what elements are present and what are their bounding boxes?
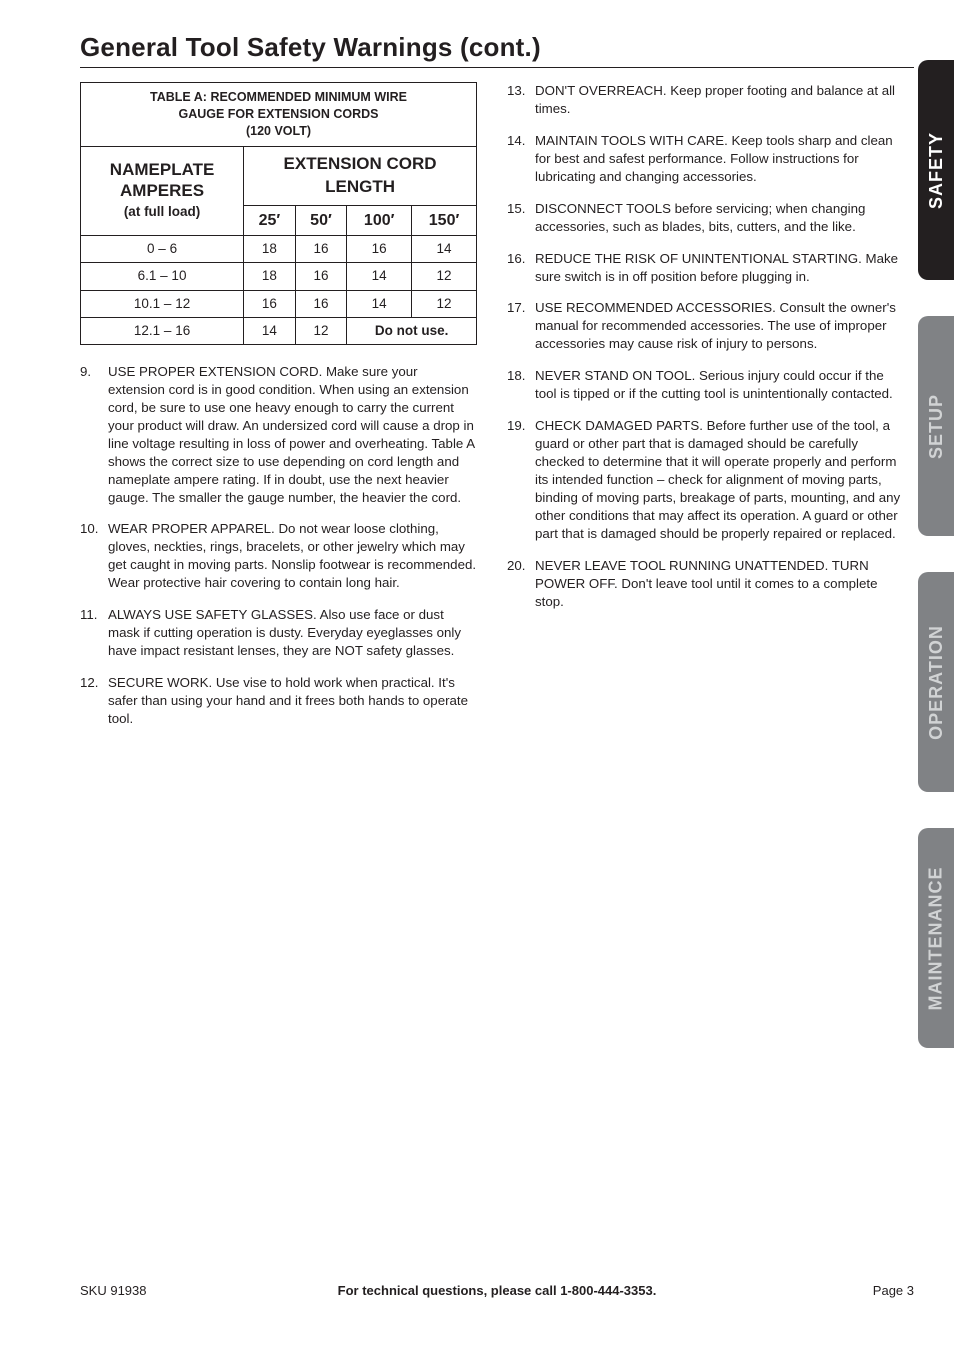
gauge-cell: 16 <box>295 263 347 290</box>
list-item: 13. DON'T OVERREACH. Keep proper footing… <box>507 82 904 118</box>
tab-maintenance[interactable]: MAINTENANCE <box>918 828 954 1048</box>
list-item: 14. MAINTAIN TOOLS WITH CARE. Keep tools… <box>507 132 904 186</box>
header-line: EXTENSION CORD <box>284 154 437 173</box>
gauge-cell: 18 <box>244 236 296 263</box>
tab-label: MAINTENANCE <box>926 866 947 1010</box>
table-row: 6.1 – 10 18 16 14 12 <box>81 263 477 290</box>
caption-line: GAUGE FOR EXTENSION CORDS <box>178 107 378 121</box>
item-text: CHECK DAMAGED PARTS. Before further use … <box>535 418 900 541</box>
tab-setup[interactable]: SETUP <box>918 316 954 536</box>
amp-range: 6.1 – 10 <box>81 263 244 290</box>
item-number: 9. <box>80 363 91 381</box>
do-not-use-cell: Do not use. <box>347 317 477 344</box>
item-text: USE RECOMMENDED ACCESSORIES. Consult the… <box>535 300 896 351</box>
header-line: LENGTH <box>325 177 395 196</box>
tab-label: OPERATION <box>926 625 947 740</box>
list-item: 20. NEVER LEAVE TOOL RUNNING UNATTENDED.… <box>507 557 904 611</box>
list-item: 12. SECURE WORK. Use vise to hold work w… <box>80 674 477 728</box>
tab-safety[interactable]: SAFETY <box>918 60 954 280</box>
item-text: ALWAYS USE SAFETY GLASSES. Also use face… <box>108 607 461 658</box>
length-head: 50′ <box>295 205 347 236</box>
length-head: 150′ <box>412 205 477 236</box>
header-subline: (at full load) <box>124 204 201 219</box>
list-item: 19. CHECK DAMAGED PARTS. Before further … <box>507 417 904 543</box>
item-text: MAINTAIN TOOLS WITH CARE. Keep tools sha… <box>535 133 893 184</box>
list-item: 16. REDUCE THE RISK OF UNINTENTIONAL STA… <box>507 250 904 286</box>
gauge-cell: 16 <box>295 236 347 263</box>
tab-label: SAFETY <box>926 131 947 208</box>
item-number: 20. <box>507 557 526 575</box>
list-item: 18. NEVER STAND ON TOOL. Serious injury … <box>507 367 904 403</box>
left-column: TABLE A: RECOMMENDED MINIMUM WIRE GAUGE … <box>80 82 477 742</box>
gauge-cell: 14 <box>244 317 296 344</box>
item-text: USE PROPER EXTENSION CORD. Make sure you… <box>108 364 474 505</box>
gauge-cell: 12 <box>295 317 347 344</box>
safety-list-left: 9. USE PROPER EXTENSION CORD. Make sure … <box>80 363 477 728</box>
nameplate-header: NAMEPLATE AMPERES (at full load) <box>81 146 244 235</box>
caption-line: TABLE A: RECOMMENDED MINIMUM WIRE <box>150 90 407 104</box>
list-item: 15. DISCONNECT TOOLS before servicing; w… <box>507 200 904 236</box>
page-footer: SKU 91938 For technical questions, pleas… <box>80 1283 914 1298</box>
tab-label: SETUP <box>926 393 947 458</box>
item-text: DON'T OVERREACH. Keep proper footing and… <box>535 83 895 116</box>
item-text: SECURE WORK. Use vise to hold work when … <box>108 675 468 726</box>
length-head: 100′ <box>347 205 412 236</box>
list-item: 11. ALWAYS USE SAFETY GLASSES. Also use … <box>80 606 477 660</box>
tab-operation[interactable]: OPERATION <box>918 572 954 792</box>
item-number: 17. <box>507 299 526 317</box>
item-number: 10. <box>80 520 99 538</box>
title-rule <box>80 67 914 68</box>
amp-range: 0 – 6 <box>81 236 244 263</box>
item-number: 18. <box>507 367 526 385</box>
list-item: 10. WEAR PROPER APPAREL. Do not wear loo… <box>80 520 477 592</box>
item-number: 19. <box>507 417 526 435</box>
list-item: 9. USE PROPER EXTENSION CORD. Make sure … <box>80 363 477 507</box>
table-row: 12.1 – 16 14 12 Do not use. <box>81 317 477 344</box>
gauge-cell: 16 <box>244 290 296 317</box>
footer-page-number: Page 3 <box>873 1283 914 1298</box>
table-caption: TABLE A: RECOMMENDED MINIMUM WIRE GAUGE … <box>81 83 477 147</box>
item-number: 12. <box>80 674 99 692</box>
gauge-cell: 14 <box>347 290 412 317</box>
gauge-cell: 16 <box>295 290 347 317</box>
item-number: 16. <box>507 250 526 268</box>
side-tabs: SAFETY SETUP OPERATION MAINTENANCE <box>918 60 954 1084</box>
item-text: DISCONNECT TOOLS before servicing; when … <box>535 201 865 234</box>
gauge-cell: 16 <box>347 236 412 263</box>
gauge-cell: 14 <box>412 236 477 263</box>
footer-sku: SKU 91938 <box>80 1283 147 1298</box>
item-text: NEVER STAND ON TOOL. Serious injury coul… <box>535 368 893 401</box>
item-text: NEVER LEAVE TOOL RUNNING UNATTENDED. TUR… <box>535 558 877 609</box>
wire-gauge-table: TABLE A: RECOMMENDED MINIMUM WIRE GAUGE … <box>80 82 477 345</box>
list-item: 17. USE RECOMMENDED ACCESSORIES. Consult… <box>507 299 904 353</box>
right-column: 13. DON'T OVERREACH. Keep proper footing… <box>507 82 914 742</box>
item-text: REDUCE THE RISK OF UNINTENTIONAL STARTIN… <box>535 251 898 284</box>
amp-range: 10.1 – 12 <box>81 290 244 317</box>
gauge-cell: 18 <box>244 263 296 290</box>
extension-header: EXTENSION CORD LENGTH <box>244 146 477 205</box>
footer-phone: For technical questions, please call 1-8… <box>338 1283 657 1298</box>
two-column-layout: TABLE A: RECOMMENDED MINIMUM WIRE GAUGE … <box>80 82 914 742</box>
amp-range: 12.1 – 16 <box>81 317 244 344</box>
caption-line: (120 VOLT) <box>246 124 311 138</box>
header-line: AMPERES <box>120 181 204 200</box>
item-number: 14. <box>507 132 526 150</box>
item-text: WEAR PROPER APPAREL. Do not wear loose c… <box>108 521 476 590</box>
header-line: NAMEPLATE <box>110 160 215 179</box>
gauge-cell: 12 <box>412 263 477 290</box>
table-row: 10.1 – 12 16 16 14 12 <box>81 290 477 317</box>
length-head: 25′ <box>244 205 296 236</box>
gauge-cell: 12 <box>412 290 477 317</box>
safety-list-right: 13. DON'T OVERREACH. Keep proper footing… <box>507 82 904 611</box>
item-number: 13. <box>507 82 526 100</box>
gauge-cell: 14 <box>347 263 412 290</box>
item-number: 15. <box>507 200 526 218</box>
page-title: General Tool Safety Warnings (cont.) <box>80 32 914 63</box>
table-row: 0 – 6 18 16 16 14 <box>81 236 477 263</box>
item-number: 11. <box>80 606 98 624</box>
